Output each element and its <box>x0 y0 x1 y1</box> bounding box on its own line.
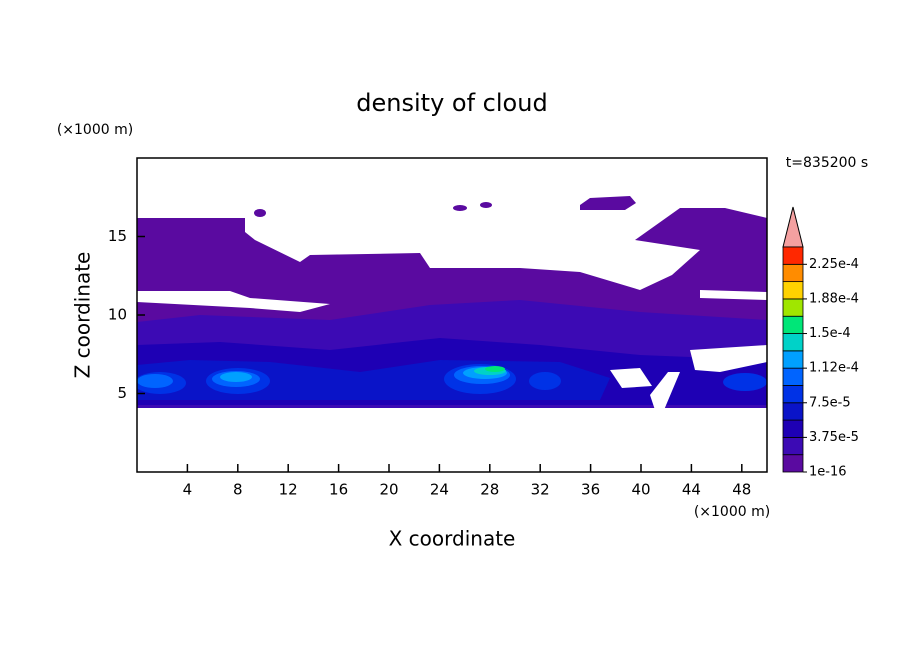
contour-region <box>254 209 266 217</box>
y-tick-label: 5 <box>117 384 127 402</box>
x-tick-label: 16 <box>329 481 348 499</box>
contour-region <box>220 372 252 382</box>
colorbar-box <box>782 315 804 334</box>
contour-field <box>137 196 767 410</box>
colorbar-box <box>782 436 804 456</box>
x-tick-label: 24 <box>430 481 449 499</box>
colorbar-box <box>782 263 804 283</box>
x-tick-label: 44 <box>682 481 701 499</box>
colorbar-extend <box>782 206 804 248</box>
colorbar-box <box>782 454 804 473</box>
x-tick-label: 8 <box>233 481 243 499</box>
colorbar-box <box>782 246 804 265</box>
contour-region <box>580 196 636 210</box>
colorbar-tick-label: 1.12e-4 <box>809 361 859 376</box>
colorbar-tick-label: 7.5e-5 <box>809 395 851 410</box>
colorbar-tick-label: 1e-16 <box>809 465 847 480</box>
x-tick-label: 20 <box>379 481 398 499</box>
contour-region <box>137 374 173 388</box>
y-tick-label: 15 <box>108 227 127 245</box>
chart-title: density of cloud <box>356 89 547 117</box>
colorbar-box <box>782 281 804 300</box>
x-axis-label: X coordinate <box>389 527 516 551</box>
x-tick-label: 40 <box>631 481 650 499</box>
x-tick-label: 12 <box>279 481 298 499</box>
colorbar-tick-label: 3.75e-5 <box>809 430 859 445</box>
colorbar-tick-label: 1.5e-4 <box>809 326 851 341</box>
x-tick-label: 32 <box>531 481 550 499</box>
colorbar-tick-label: 1.88e-4 <box>809 291 859 306</box>
x-tick-label: 48 <box>732 481 751 499</box>
x-unit: (×1000 m) <box>694 504 770 520</box>
contour-gap <box>690 345 767 372</box>
y-axis-label: Z coordinate <box>71 252 95 379</box>
colorbar-box <box>782 298 804 317</box>
x-tick-label: 4 <box>183 481 193 499</box>
colorbar-box <box>782 385 804 404</box>
y-unit: (×1000 m) <box>57 122 133 138</box>
contour-gap <box>610 368 652 388</box>
y-tick-label: 10 <box>108 306 127 324</box>
colorbar-box <box>782 350 804 369</box>
colorbar-box <box>782 419 804 438</box>
x-tick-label: 36 <box>581 481 600 499</box>
colorbar-box <box>782 402 804 421</box>
contour-region <box>453 205 467 211</box>
contour-region <box>480 202 492 208</box>
colorbar-tick-label: 2.25e-4 <box>809 257 859 272</box>
contour-region <box>485 366 505 372</box>
contour-region <box>723 373 767 391</box>
contour-region <box>529 372 561 390</box>
contour-gap <box>650 372 680 410</box>
colorbar-box <box>782 367 804 386</box>
x-tick-label: 28 <box>480 481 499 499</box>
colorbar-box <box>782 333 804 352</box>
time-label: t=835200 s <box>786 155 868 171</box>
contour-gap <box>137 291 330 312</box>
contour-gap <box>700 290 767 300</box>
